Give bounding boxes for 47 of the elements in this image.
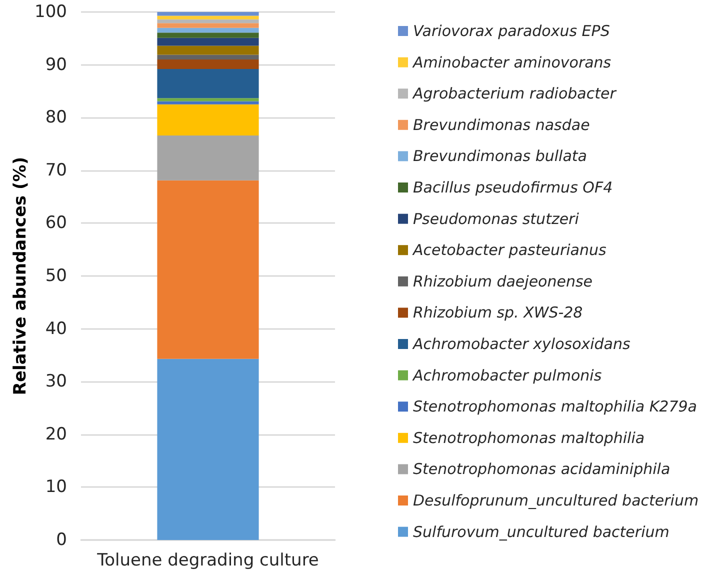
bar: [157, 54, 259, 60]
y-tick-label: 70: [45, 160, 67, 180]
y-tick-label: 100: [34, 2, 67, 22]
bar: [157, 60, 259, 70]
legend-label: Stenotrophomonas maltophilia: [413, 428, 645, 447]
bar: [157, 28, 259, 33]
bar: [157, 358, 259, 540]
legend-label: Acetobacter pasteurianus: [412, 241, 606, 260]
legend-label: Achromobacter pulmonis: [412, 366, 602, 384]
bar: [157, 104, 259, 136]
y-tick-label: 90: [45, 54, 67, 75]
legend-label: Bacillus pseudofirmus OF4: [413, 178, 613, 196]
bar: [157, 38, 259, 46]
bar: [157, 32, 259, 38]
bar: [157, 98, 259, 102]
legend-label: Desulfoprunum_uncultured bacterium: [413, 492, 699, 510]
legend-label: Pseudomonas stutzeri: [413, 210, 580, 228]
bar: [157, 16, 259, 20]
y-tick-label: 50: [45, 266, 67, 286]
y-tick-label: 60: [45, 213, 67, 234]
bar: [157, 19, 259, 24]
y-tick-label: 10: [45, 477, 67, 498]
legend-label: Achromobacter xylosoxidans: [412, 335, 631, 353]
bar: [157, 46, 259, 55]
y-tick-label: 20: [45, 424, 67, 444]
bar: [157, 136, 259, 180]
x-tick-label: Toluene degrading culture: [96, 550, 319, 570]
legend-label: Stenotrophomonas maltophilia K279a: [413, 398, 697, 416]
legend-label: Variovorax paradoxus EPS: [413, 22, 610, 40]
bar: [157, 180, 259, 359]
y-tick-label: 30: [45, 372, 67, 392]
legend-label: Agrobacterium radiobacter: [412, 84, 617, 103]
legend-label: Rhizobium daejeonense: [413, 272, 593, 290]
legend-label: Stenotrophomonas acidaminiphila: [413, 460, 670, 478]
y-tick-label: 0: [56, 530, 67, 550]
y-tick-label: 40: [45, 318, 67, 339]
bar: [157, 101, 259, 104]
bar: [157, 23, 259, 28]
bar: [157, 12, 259, 16]
y-tick-label: 80: [45, 108, 67, 128]
bar: [157, 69, 259, 98]
legend-label: Brevundimonas bullata: [413, 147, 587, 166]
legend-label: Sulfurovum_uncultured bacterium: [413, 522, 670, 541]
legend-label: Aminobacter aminovorans: [412, 53, 612, 72]
y-axis-title: Relative abundances (%): [10, 156, 30, 396]
legend-label: Brevundimonas nasdae: [413, 116, 590, 134]
legend-label: Rhizobium sp. XWS-28: [413, 304, 583, 322]
